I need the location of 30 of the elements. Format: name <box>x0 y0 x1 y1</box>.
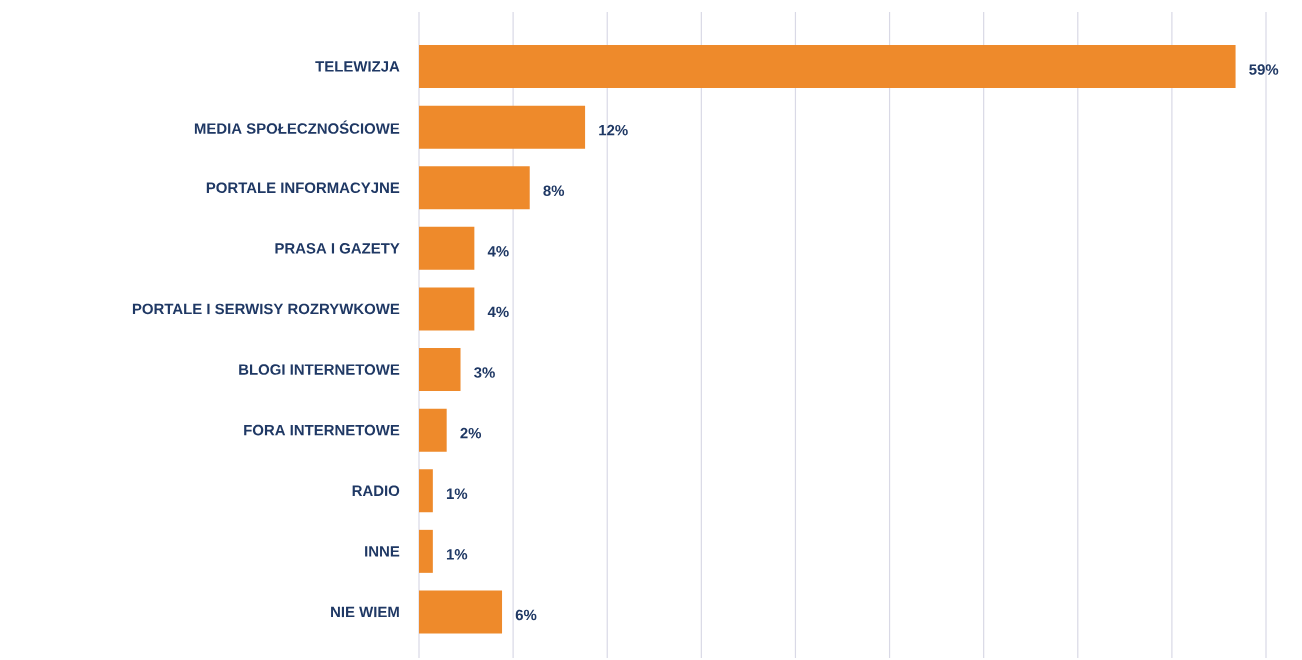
data-label: 12% <box>599 124 628 136</box>
bar <box>419 287 475 331</box>
y-tick-label: PORTALE I SERWISY ROZRYWKOWE <box>132 303 400 315</box>
data-label: 4% <box>487 246 509 257</box>
data-label: 59% <box>1249 64 1279 75</box>
bar <box>419 590 503 634</box>
bar <box>419 469 433 513</box>
data-label: 8% <box>543 185 565 197</box>
data-label: 6% <box>515 609 537 621</box>
data-label: 2% <box>460 427 482 439</box>
y-tick-label: BLOGI INTERNETOWE <box>239 364 400 375</box>
y-tick-label: INNE <box>365 546 400 557</box>
bar <box>419 529 433 573</box>
y-tick-label: PRASA I GAZETY <box>275 243 400 254</box>
y-tick-label: TELEWIZJA <box>315 61 400 72</box>
bar <box>419 45 1236 89</box>
data-label: 3% <box>474 367 495 378</box>
y-tick-label: PORTALE INFORMACYJNE <box>206 182 400 194</box>
y-tick-label: MEDIA SPOŁECZNOŚCIOWE <box>194 120 400 134</box>
bar <box>419 226 475 270</box>
data-label: 1% <box>446 488 468 499</box>
y-tick-label: RADIO <box>352 485 400 497</box>
bar <box>419 166 530 210</box>
data-label: 1% <box>446 549 468 560</box>
bar <box>419 348 461 392</box>
bar <box>419 105 586 149</box>
y-tick-label: NIE WIEM <box>331 606 399 618</box>
bar <box>419 408 447 452</box>
data-label: 4% <box>487 306 509 318</box>
y-tick-label: FORA INTERNETOWE <box>244 424 400 436</box>
